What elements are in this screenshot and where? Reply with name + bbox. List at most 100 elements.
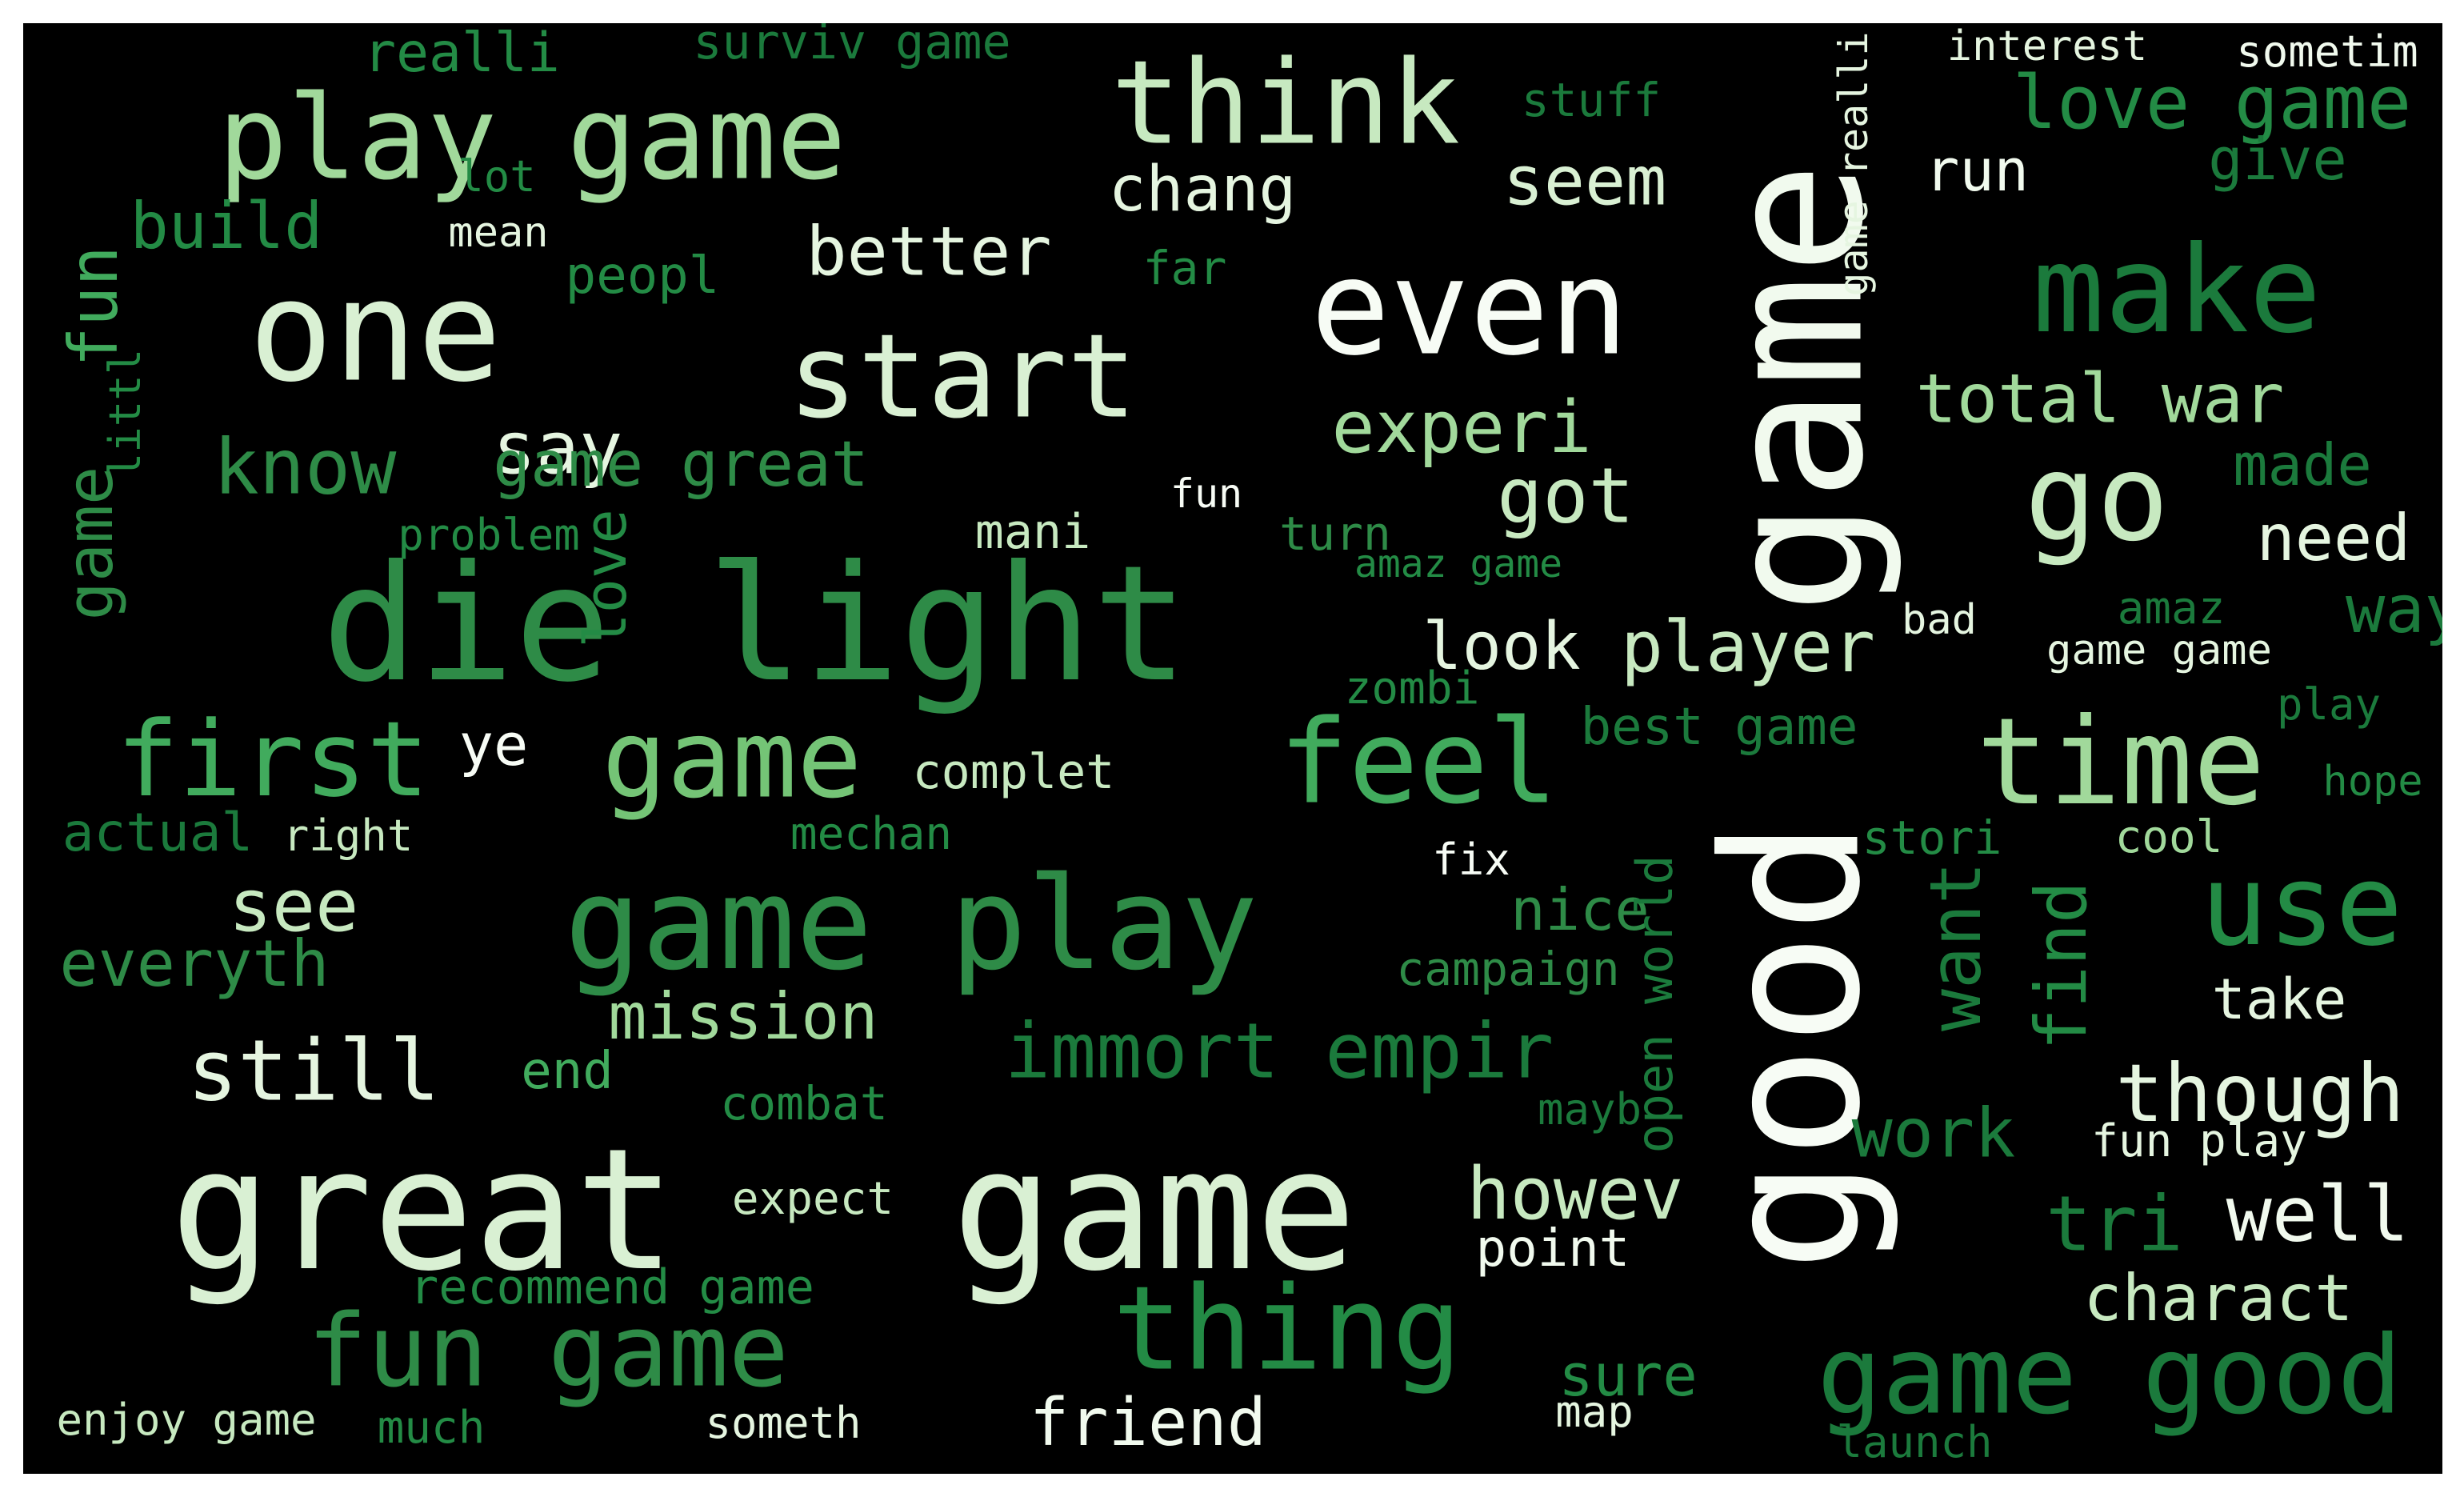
word-well: well: [2226, 1171, 2410, 1259]
word-good: good: [1683, 819, 1902, 1272]
word-lot: lot: [458, 151, 536, 202]
word-work: work: [1851, 1094, 2016, 1174]
word-realli: realli: [363, 23, 560, 85]
word-game-game: game game: [2046, 626, 2272, 674]
word-experi: experi: [1331, 386, 1592, 470]
word-one: one: [248, 250, 502, 414]
word-peopl: peopl: [565, 246, 720, 306]
word-thing: thing: [1112, 1261, 1462, 1397]
word-even: even: [1310, 230, 1629, 385]
word-fun: fun: [1170, 470, 1243, 517]
word-feel: feel: [1278, 694, 1558, 831]
word-best-game: best game: [1580, 698, 1858, 757]
word-start: start: [787, 309, 1138, 445]
word-combat: combat: [720, 1076, 888, 1131]
word-turn: turn: [1279, 506, 1391, 561]
word-game: game: [952, 1112, 1357, 1308]
word-nice: nice: [1510, 876, 1650, 943]
word-cool: cool: [2114, 811, 2223, 863]
word-player: player: [1621, 606, 1875, 688]
word-still: still: [186, 1022, 441, 1120]
word-howev: howev: [1466, 1152, 1684, 1236]
word-great: great: [170, 1112, 677, 1308]
word-look: look: [1422, 609, 1581, 685]
word-sometim: sometim: [2236, 26, 2418, 77]
word-total-war: total war: [1915, 359, 2285, 439]
word-expect: expect: [731, 1173, 894, 1225]
word-friend: friend: [1029, 1385, 1267, 1461]
word-much: much: [377, 1402, 486, 1454]
word-seem: seem: [1502, 142, 1667, 222]
word-want: want: [1914, 862, 1997, 1031]
word-mechan: mechan: [790, 808, 953, 860]
word-die-light: die light: [322, 531, 1189, 718]
word-interest: interest: [1946, 23, 2148, 70]
word-right: right: [282, 811, 414, 861]
word-actual: actual: [62, 802, 254, 863]
word-amaz-game: amaz game: [1354, 542, 1563, 586]
word-make: make: [2032, 221, 2322, 360]
word-game: game: [53, 466, 127, 621]
word-charact: charact: [2083, 1261, 2354, 1335]
word-surviv-game: surviv game: [693, 23, 1011, 70]
word-find: find: [2020, 881, 2102, 1051]
word-way: way: [2345, 572, 2442, 648]
word-ye: ye: [458, 711, 529, 779]
word-chang: chang: [1108, 154, 1297, 226]
word-know: know: [213, 423, 397, 512]
word-build: build: [130, 189, 323, 263]
word-game-good: game good: [1817, 1312, 2402, 1439]
word-zombi: zombi: [1344, 662, 1480, 714]
word-better: better: [806, 212, 1052, 292]
word-map: map: [1555, 1387, 1634, 1437]
word-amaz: amaz: [2117, 582, 2226, 634]
word-fun-play: fun play: [2091, 1115, 2307, 1167]
word-fix: fix: [1432, 835, 1510, 885]
word-someth: someth: [705, 1398, 862, 1448]
word-though: though: [2115, 1047, 2405, 1140]
word-bad: bad: [1902, 596, 1977, 644]
word-game: game: [602, 696, 862, 823]
word-got: got: [1497, 452, 1634, 541]
word-love-game: love game: [2012, 60, 2412, 146]
word-everyth: everyth: [59, 927, 330, 1001]
word-hope: hope: [2322, 758, 2423, 806]
word-made: made: [2233, 431, 2372, 498]
word-think: think: [1110, 35, 1461, 171]
word-recommend-game: recommend game: [410, 1259, 814, 1315]
word-game-play: game play: [564, 849, 1258, 999]
word-immort-empir: immort empir: [1004, 1007, 1554, 1096]
word-say: say: [492, 406, 623, 490]
word-see: see: [228, 864, 359, 948]
word-fun-game: fun game: [306, 1293, 790, 1410]
word-open-world: open world: [1626, 855, 1684, 1154]
word-game-great: game great: [493, 429, 869, 501]
word-far: far: [1142, 241, 1227, 295]
word-need: need: [2256, 501, 2411, 575]
word-problem: problem: [398, 510, 580, 560]
word-stori: stori: [1862, 811, 2002, 865]
word-tri: tri: [2046, 1180, 2183, 1269]
word-mission: mission: [608, 979, 878, 1054]
word-complet: complet: [912, 744, 1115, 800]
word-first: first: [116, 698, 430, 820]
word-launch: launch: [1836, 1417, 1993, 1467]
word-run: run: [1924, 137, 2030, 204]
word-play: play: [2276, 679, 2382, 730]
word-end: end: [521, 1042, 614, 1101]
word-go: go: [2024, 429, 2170, 568]
word-mayb: mayb: [1537, 1084, 1642, 1135]
word-stuff: stuff: [1521, 73, 1662, 127]
word-enjoy-game: enjoy game: [56, 1395, 317, 1445]
word-cloud: game good great game die light game play one ev…: [23, 23, 2442, 1474]
word-sure: sure: [1558, 1342, 1698, 1409]
word-time: time: [1976, 693, 2266, 832]
word-littl: littl: [100, 348, 150, 479]
word-point: point: [1475, 1219, 1630, 1279]
word-give: give: [2208, 126, 2347, 193]
word-take: take: [2211, 967, 2347, 1032]
word-game-realli: game realli: [1830, 31, 1877, 297]
word-campaign: campaign: [1396, 942, 1620, 996]
word-love: love: [572, 509, 639, 648]
word-play-game: play game: [218, 70, 846, 206]
